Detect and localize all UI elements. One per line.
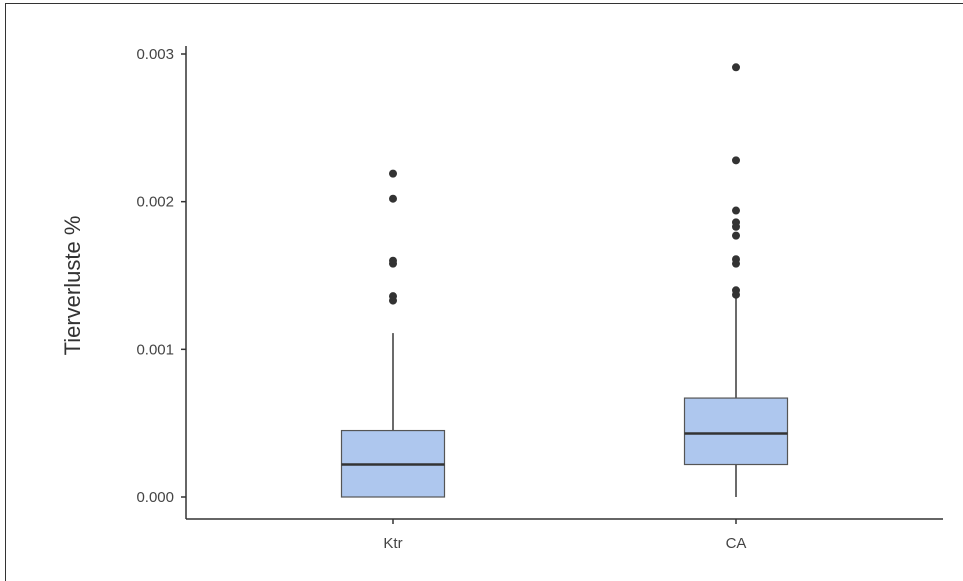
x-tick-label: CA bbox=[726, 535, 747, 552]
y-ticks: 0.000 0.001 0.002 0.003 bbox=[136, 46, 186, 506]
boxes bbox=[340, 63, 789, 498]
x-ticks: Ktr CA bbox=[383, 519, 746, 552]
y-tick-label: 0.003 bbox=[136, 46, 174, 63]
outlier-point bbox=[389, 292, 397, 301]
outlier-point bbox=[389, 256, 397, 265]
box-group-ca bbox=[683, 63, 789, 497]
outlier-point bbox=[732, 231, 740, 240]
chart-frame bbox=[5, 3, 963, 581]
iqr-box bbox=[683, 397, 789, 466]
x-tick-label: Ktr bbox=[383, 535, 402, 552]
outlier-point bbox=[389, 194, 397, 203]
outlier-point bbox=[732, 286, 740, 295]
box-group-ktr bbox=[340, 169, 446, 498]
outlier-point bbox=[732, 255, 740, 264]
y-axis-title: Tierverluste % bbox=[60, 216, 85, 356]
outlier-point bbox=[732, 206, 740, 215]
outlier-point bbox=[732, 156, 740, 165]
y-tick-label: 0.000 bbox=[136, 489, 174, 506]
outlier-point bbox=[389, 169, 397, 178]
y-tick-label: 0.001 bbox=[136, 341, 174, 358]
outlier-point bbox=[732, 63, 740, 72]
outlier-point bbox=[732, 218, 740, 227]
y-tick-label: 0.002 bbox=[136, 194, 174, 211]
axes bbox=[185, 46, 943, 520]
